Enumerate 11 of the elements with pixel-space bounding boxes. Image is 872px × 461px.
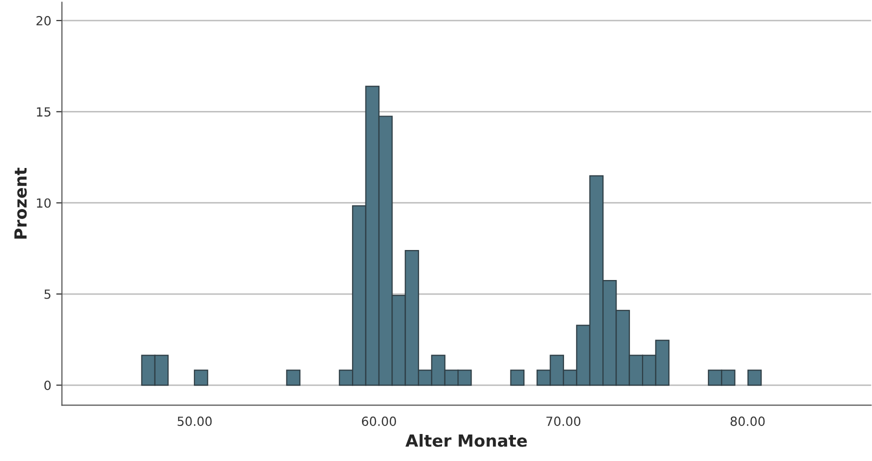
y-tick-label: 0 [44, 380, 51, 390]
x-tick-label: 80.00 [730, 416, 765, 426]
x-tick-label: 50.00 [178, 416, 212, 426]
y-tick-label: 10 [36, 198, 51, 208]
x-tick-label: 70.00 [546, 416, 580, 426]
y-axis-title: Prozent [14, 168, 27, 239]
y-tick-label: 5 [44, 290, 50, 299]
y-tick-label: 20 [36, 16, 51, 26]
y-tick-label: 15 [36, 107, 50, 117]
x-tick-label: 60.00 [362, 416, 396, 426]
x-axis-title: Alter Monate [405, 434, 527, 447]
